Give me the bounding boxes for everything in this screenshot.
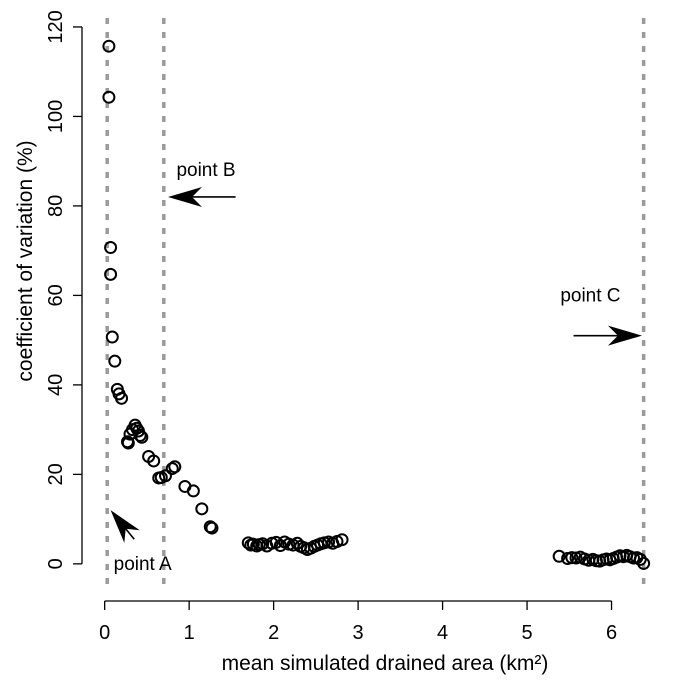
x-axis-ticks: 0 1 2 3 4 5 6 [99, 601, 617, 644]
data-point [121, 436, 135, 450]
x-tick-label: 3 [353, 622, 364, 644]
y-tick-label: 120 [45, 10, 67, 43]
data-point [195, 502, 209, 516]
y-axis-title: coefficient of variation (%) [14, 140, 37, 381]
data-point [158, 469, 172, 483]
data-point [108, 354, 122, 368]
annotation-arrow-line-0 [125, 528, 135, 540]
annotation-arrow-head-2 [607, 325, 642, 346]
reference-lines [105, 18, 646, 584]
data-point [637, 556, 651, 570]
data-point [165, 462, 179, 476]
y-tick-label: 100 [45, 100, 67, 133]
annotation-label-1: point B [176, 160, 235, 181]
axes: 0 1 2 3 4 5 6 0 20 40 60 80 100 120 [45, 10, 617, 644]
annotation-arrow-head-0 [110, 510, 140, 543]
x-tick-label: 5 [521, 622, 532, 644]
data-point [105, 330, 119, 344]
annotation-label-2: point C [560, 285, 620, 306]
x-axis-title: mean simulated drained area (km²) [222, 652, 549, 675]
data-point [102, 39, 116, 53]
annotation-label-0: point A [114, 554, 172, 575]
data-point [135, 430, 149, 444]
data-point [133, 428, 147, 442]
annotation-arrow-head-1 [168, 186, 203, 207]
data-point [168, 460, 182, 474]
y-tick-label: 0 [45, 558, 67, 569]
data-point [102, 90, 116, 104]
x-tick-label: 1 [184, 622, 195, 644]
annotations: point A point B point C [110, 160, 642, 575]
y-tick-label: 80 [45, 195, 67, 217]
x-tick-label: 6 [606, 622, 617, 644]
data-point [565, 551, 579, 565]
x-tick-label: 4 [437, 622, 448, 644]
data-point [115, 391, 129, 405]
data-point [186, 484, 200, 498]
data-point [104, 241, 118, 255]
data-point [552, 549, 566, 563]
data-points [102, 39, 651, 570]
data-point [335, 533, 349, 547]
data-point [147, 454, 161, 468]
y-tick-label: 60 [45, 284, 67, 306]
y-axis-ticks: 0 20 40 60 80 100 120 [45, 10, 82, 569]
data-point [203, 520, 217, 534]
data-point [205, 521, 219, 535]
x-tick-label: 0 [99, 622, 110, 644]
x-tick-label: 2 [268, 622, 279, 644]
y-tick-label: 40 [45, 374, 67, 396]
y-tick-label: 20 [45, 463, 67, 485]
data-point [104, 267, 118, 281]
